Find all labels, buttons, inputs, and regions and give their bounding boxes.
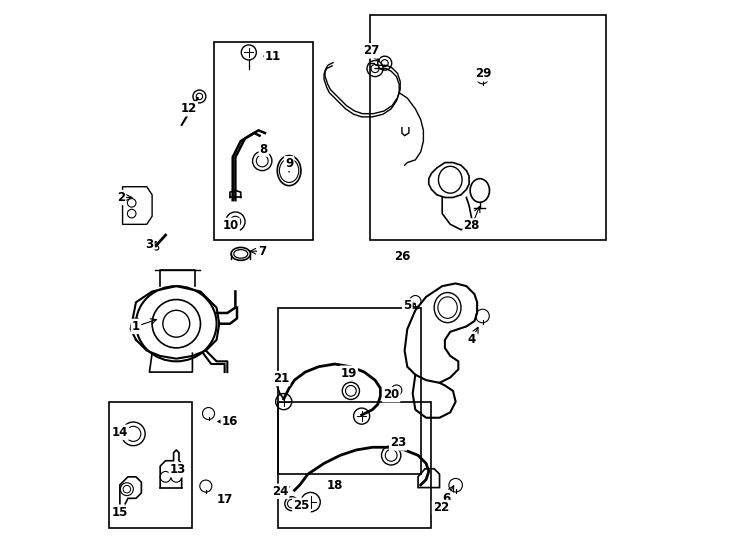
Text: 3: 3	[145, 238, 153, 251]
Text: 9: 9	[285, 157, 293, 170]
Text: 2: 2	[117, 191, 125, 204]
Text: 1: 1	[132, 320, 140, 333]
Text: 11: 11	[265, 50, 281, 63]
Text: 16: 16	[222, 415, 239, 428]
Text: 7: 7	[258, 245, 266, 258]
Text: 12: 12	[181, 103, 197, 116]
Text: 24: 24	[272, 485, 288, 498]
Text: 21: 21	[273, 372, 289, 385]
Bar	[278, 402, 432, 528]
Text: 28: 28	[464, 219, 480, 232]
Text: 26: 26	[393, 250, 410, 263]
Text: 25: 25	[294, 499, 310, 512]
Bar	[109, 402, 192, 528]
Text: 23: 23	[390, 436, 407, 449]
Text: 10: 10	[222, 219, 239, 232]
Text: 19: 19	[341, 367, 357, 380]
Bar	[214, 42, 313, 240]
Text: 27: 27	[363, 44, 379, 57]
Text: 20: 20	[383, 388, 399, 401]
Text: 18: 18	[327, 480, 343, 492]
Text: 8: 8	[260, 143, 268, 156]
Text: 17: 17	[217, 493, 233, 506]
Text: 4: 4	[468, 333, 476, 346]
Text: 13: 13	[170, 463, 186, 476]
Text: 5: 5	[403, 300, 412, 313]
Text: 14: 14	[112, 426, 128, 438]
Text: 22: 22	[433, 501, 449, 514]
Text: 15: 15	[112, 507, 128, 519]
Text: 29: 29	[475, 68, 491, 80]
Text: 6: 6	[443, 492, 451, 505]
Bar	[370, 15, 606, 240]
Bar	[278, 308, 421, 474]
